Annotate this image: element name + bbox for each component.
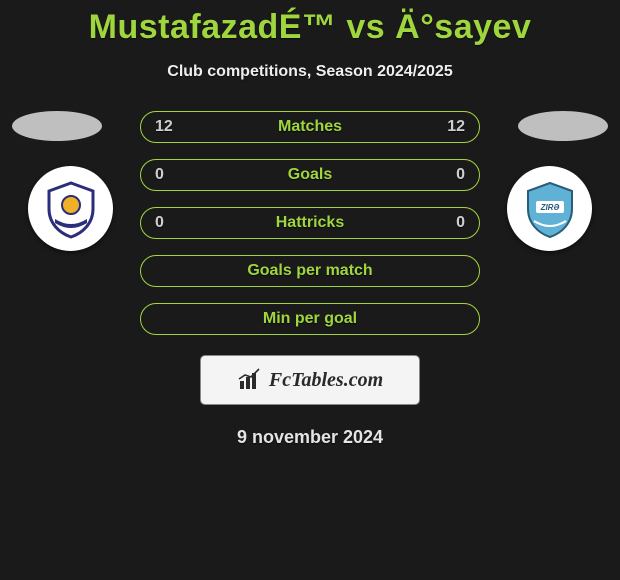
subtitle: Club competitions, Season 2024/2025: [167, 63, 452, 81]
root: MustafazadÉ™ vs Ä°sayev Club competition…: [0, 0, 620, 580]
stat-bars: 12 Matches 12 0 Goals 0 0 Hattricks 0 Go…: [140, 111, 480, 335]
shield-icon: ZIRƏ: [520, 179, 580, 239]
club-badge-left: [28, 166, 113, 251]
stat-right-value: 0: [437, 214, 465, 232]
stat-label: Goals: [183, 166, 437, 184]
stat-right-value: 12: [437, 118, 465, 136]
stat-row-min-per-goal: Min per goal: [140, 303, 480, 335]
stat-left-value: 0: [155, 214, 183, 232]
date-line: 9 november 2024: [237, 427, 383, 448]
bar-chart-icon: [237, 367, 263, 393]
footer-brand-box: FcTables.com: [200, 355, 420, 405]
stat-right-value: 0: [437, 166, 465, 184]
player-left-oval: [12, 111, 102, 141]
stat-left-value: 0: [155, 166, 183, 184]
stat-row-goals: 0 Goals 0: [140, 159, 480, 191]
shield-icon: [41, 179, 101, 239]
page-title: MustafazadÉ™ vs Ä°sayev: [89, 8, 532, 47]
footer-brand-text: FcTables.com: [269, 369, 383, 392]
club-badge-right: ZIRƏ: [507, 166, 592, 251]
stat-label: Goals per match: [155, 262, 465, 280]
stat-row-matches: 12 Matches 12: [140, 111, 480, 143]
stats-area: ZIRƏ 12 Matches 12 0 Goals 0 0 Hattricks…: [0, 111, 620, 335]
stat-label: Min per goal: [155, 310, 465, 328]
player-right-oval: [518, 111, 608, 141]
stat-row-hattricks: 0 Hattricks 0: [140, 207, 480, 239]
stat-label: Hattricks: [183, 214, 437, 232]
svg-text:ZIRƏ: ZIRƏ: [539, 203, 559, 212]
stat-label: Matches: [183, 118, 437, 136]
stat-left-value: 12: [155, 118, 183, 136]
stat-row-goals-per-match: Goals per match: [140, 255, 480, 287]
